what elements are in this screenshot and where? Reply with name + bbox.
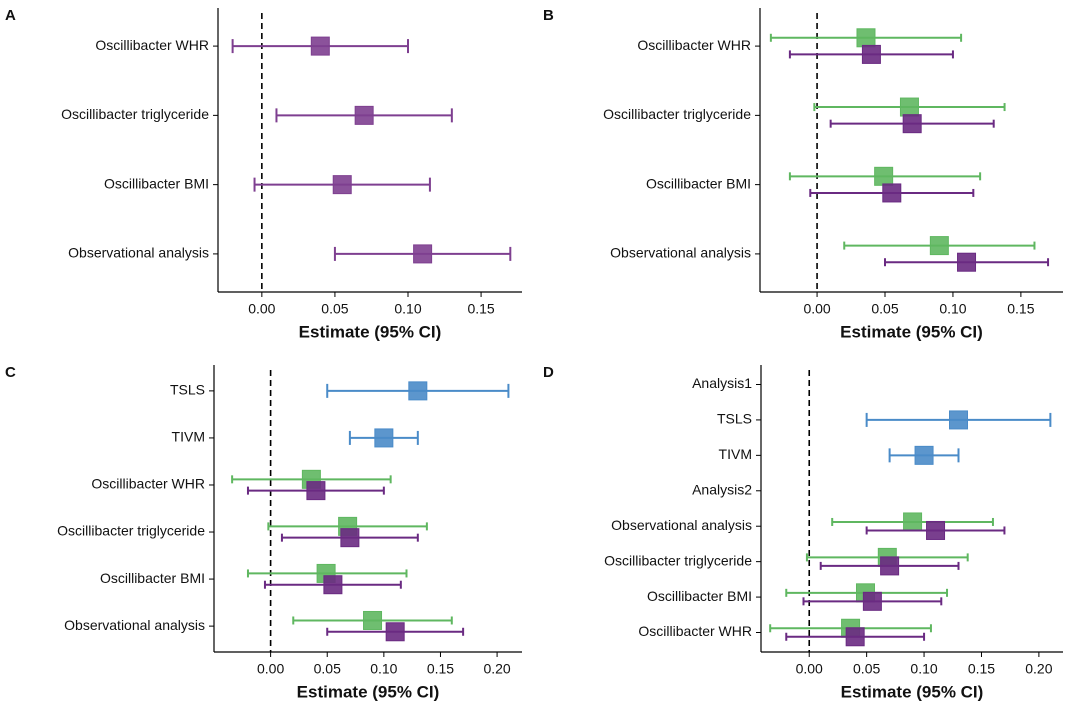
estimate-square	[408, 381, 428, 401]
category-label: Oscillibacter WHR	[91, 476, 205, 492]
x-axis-title: Estimate (95% CI)	[841, 682, 984, 701]
category-label: TIVM	[719, 446, 752, 462]
x-tick-label: 0.20	[1025, 661, 1052, 677]
estimate-square	[374, 428, 394, 448]
category-label: Oscillibacter WHR	[637, 37, 751, 53]
category-label: Oscillibacter BMI	[104, 175, 209, 191]
estimate-square	[949, 410, 969, 430]
estimate-square	[899, 97, 919, 117]
panel-label: B	[543, 7, 554, 24]
estimate-square	[332, 175, 352, 195]
category-label: Oscillibacter BMI	[646, 175, 751, 191]
estimate-square	[957, 252, 977, 272]
x-tick-label: 0.10	[910, 661, 937, 677]
category-label: TSLS	[170, 382, 205, 398]
estimate-square	[354, 105, 374, 125]
estimate-square	[323, 575, 343, 595]
estimate-square	[880, 556, 900, 576]
category-label: Analysis1	[692, 375, 752, 391]
x-tick-label: 0.10	[939, 301, 966, 317]
panel-label: C	[5, 364, 16, 381]
estimate-square	[862, 591, 882, 611]
category-label: Oscillibacter BMI	[100, 570, 205, 586]
estimate-square	[385, 622, 405, 642]
category-label: Oscillibacter triglyceride	[603, 106, 751, 122]
x-tick-label: 0.15	[968, 661, 995, 677]
estimate-square	[903, 512, 923, 532]
panel-label: A	[5, 7, 16, 24]
x-tick-label: 0.00	[796, 661, 823, 677]
x-axis-title: Estimate (95% CI)	[297, 682, 440, 701]
category-label: Oscillibacter WHR	[95, 37, 209, 53]
x-tick-label: 0.10	[394, 301, 421, 317]
estimate-square	[413, 244, 433, 264]
x-tick-label: 0.00	[257, 661, 284, 677]
category-label: Analysis2	[692, 481, 752, 497]
estimate-square	[929, 236, 949, 256]
category-label: Oscillibacter WHR	[638, 623, 752, 639]
category-label: TIVM	[172, 429, 205, 445]
category-label: Oscillibacter triglyceride	[57, 523, 205, 539]
estimate-square	[306, 481, 326, 501]
x-tick-label: 0.00	[248, 301, 275, 317]
estimate-square	[926, 520, 946, 540]
estimate-square	[310, 36, 330, 56]
estimate-square	[363, 610, 383, 630]
estimate-square	[845, 627, 865, 647]
category-label: Oscillibacter BMI	[647, 588, 752, 604]
category-label: Observational analysis	[610, 245, 751, 261]
category-label: Oscillibacter triglyceride	[604, 552, 752, 568]
estimate-square	[914, 445, 934, 465]
x-tick-label: 0.05	[853, 661, 880, 677]
estimate-square	[861, 44, 881, 64]
x-tick-label: 0.15	[427, 661, 454, 677]
x-tick-label: 0.00	[803, 301, 830, 317]
panel-label: D	[543, 364, 554, 381]
estimate-square	[856, 28, 876, 48]
x-tick-label: 0.05	[321, 301, 348, 317]
x-axis-title: Estimate (95% CI)	[840, 322, 983, 341]
estimate-square	[340, 528, 360, 548]
x-tick-label: 0.20	[483, 661, 510, 677]
estimate-square	[874, 166, 894, 186]
estimate-square	[882, 183, 902, 203]
x-tick-label: 0.05	[871, 301, 898, 317]
x-axis-title: Estimate (95% CI)	[299, 322, 442, 341]
x-tick-label: 0.05	[314, 661, 341, 677]
x-tick-label: 0.15	[467, 301, 494, 317]
category-label: Observational analysis	[68, 245, 209, 261]
category-label: TSLS	[717, 411, 752, 427]
category-label: Oscillibacter triglyceride	[61, 106, 209, 122]
estimate-square	[902, 114, 922, 134]
x-tick-label: 0.10	[370, 661, 397, 677]
category-label: Observational analysis	[64, 617, 205, 633]
x-tick-label: 0.15	[1007, 301, 1034, 317]
category-label: Observational analysis	[611, 517, 752, 533]
